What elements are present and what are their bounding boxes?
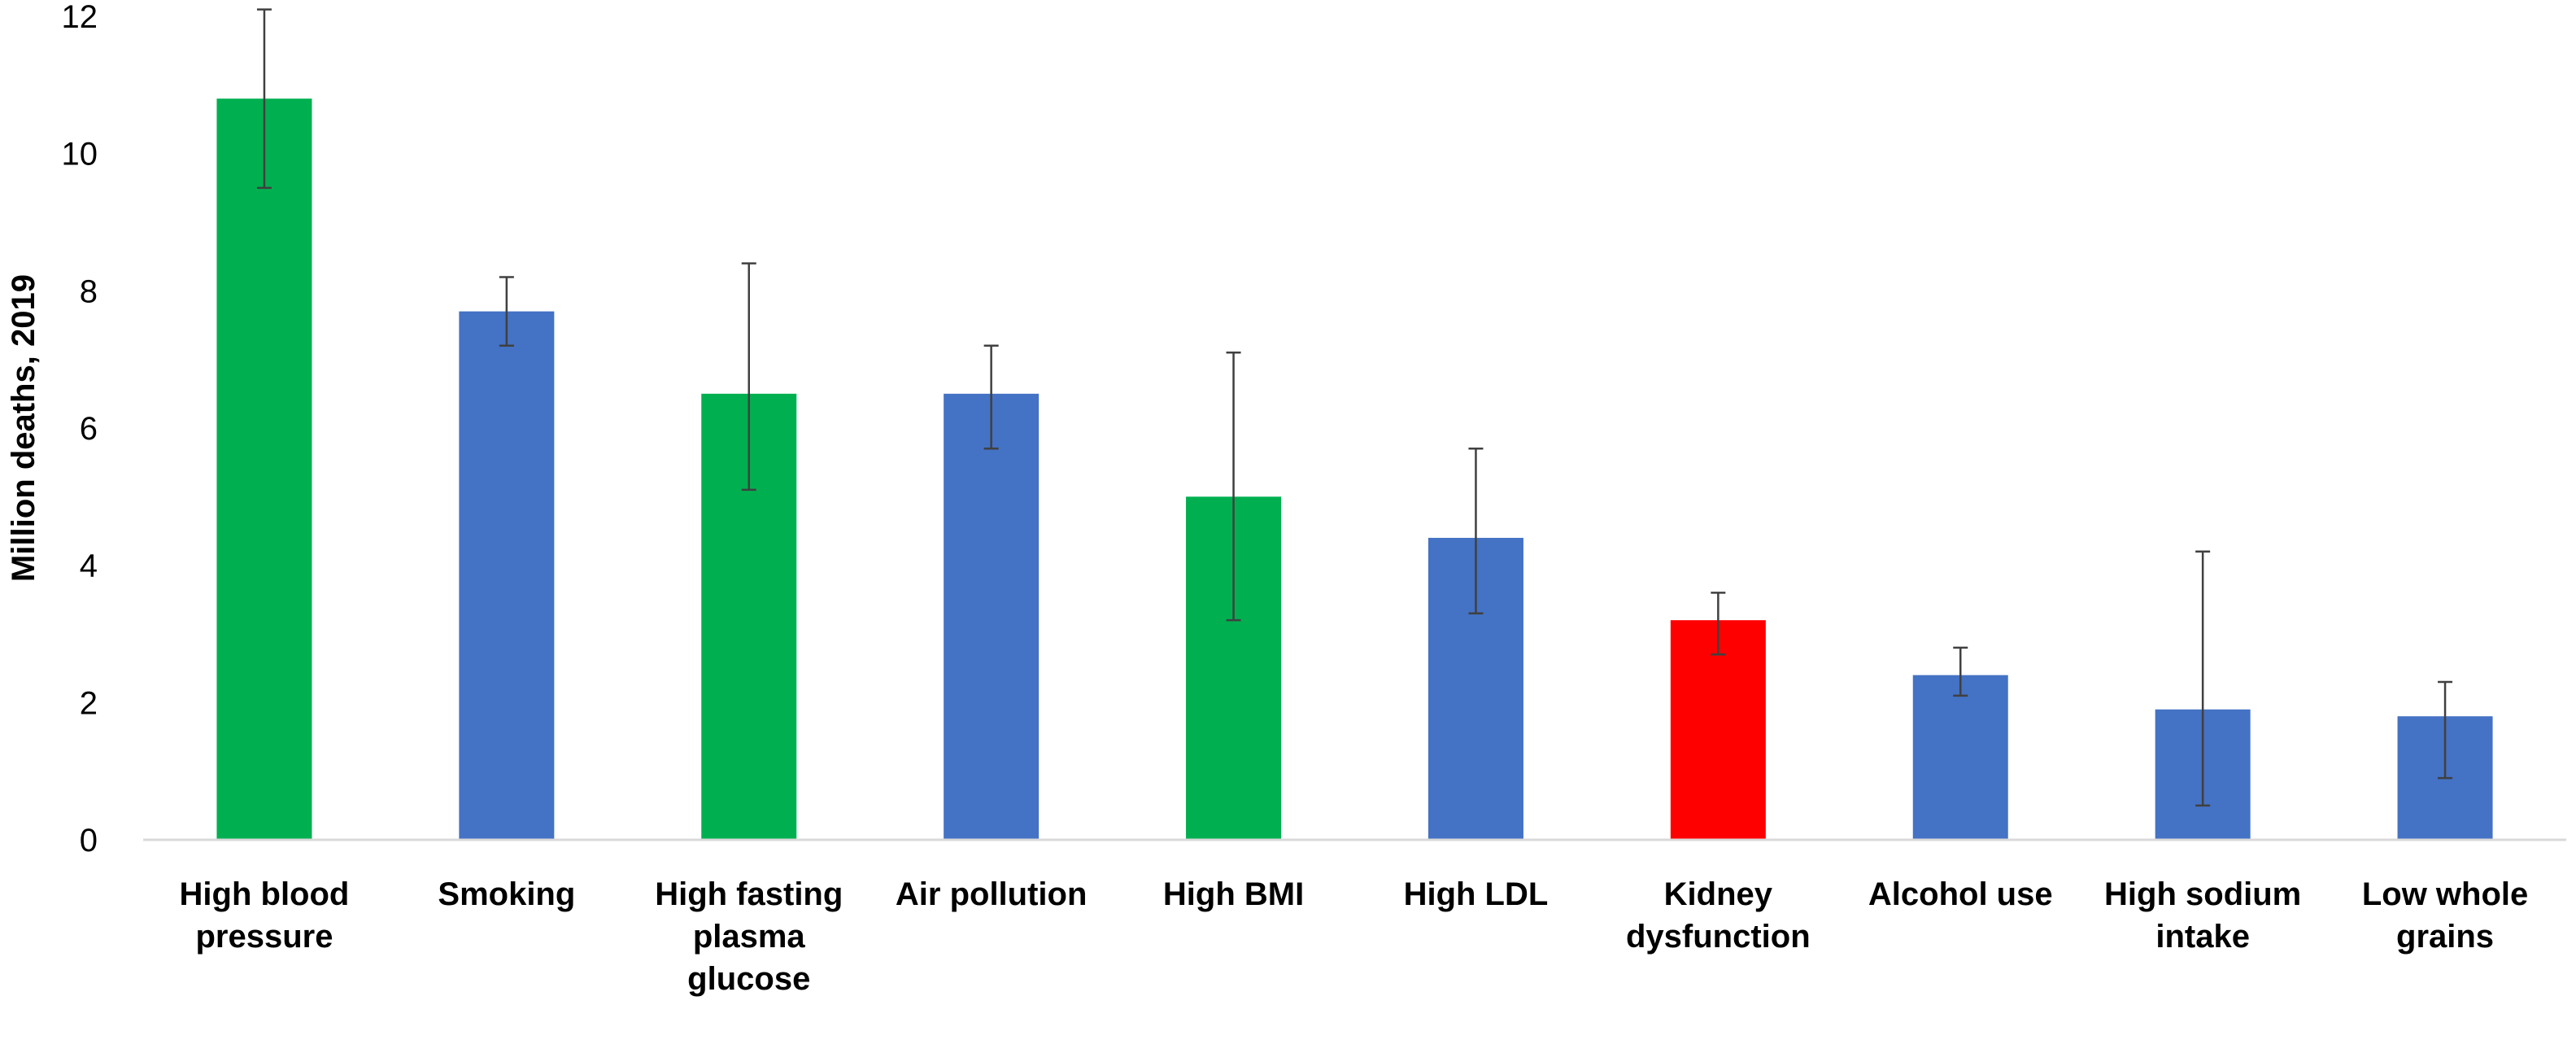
x-category-label-line: Alcohol use bbox=[1868, 876, 2053, 912]
y-tick-label: 10 bbox=[62, 137, 98, 173]
x-category-label-line: plasma bbox=[693, 919, 806, 955]
x-axis-category-labels: High blood pressure Smoking High fasting pla… bbox=[180, 876, 2529, 997]
bar bbox=[944, 393, 1040, 840]
x-category-label-line: Low whole bbox=[2362, 876, 2528, 912]
x-category-label: High LDL bbox=[1404, 876, 1549, 912]
y-tick-label: 2 bbox=[80, 685, 98, 721]
x-category-label-line: intake bbox=[2155, 919, 2250, 955]
y-tick-label: 6 bbox=[80, 411, 98, 447]
y-axis-ticks: 0 2 4 6 8 10 12 bbox=[62, 0, 98, 859]
x-category-label-line: High fasting bbox=[655, 876, 843, 912]
y-axis-label: Million deaths, 2019 bbox=[6, 274, 41, 582]
bar bbox=[459, 311, 555, 841]
bars bbox=[216, 98, 2493, 841]
bar bbox=[216, 98, 312, 840]
x-category-label: Air pollution bbox=[896, 876, 1087, 912]
y-tick-label: 8 bbox=[80, 273, 98, 309]
x-category-label-line: pressure bbox=[195, 919, 333, 955]
x-category-label-line: dysfunction bbox=[1626, 919, 1811, 955]
x-category-label: Smoking bbox=[438, 876, 575, 912]
x-category-label-line: High sodium bbox=[2104, 876, 2301, 912]
x-category-label: High blood pressure bbox=[180, 876, 350, 955]
x-category-label: High fasting plasma glucose bbox=[655, 876, 843, 997]
x-category-label: Kidney dysfunction bbox=[1626, 876, 1811, 955]
bar bbox=[1912, 675, 2008, 840]
x-category-label-line: High blood bbox=[180, 876, 350, 912]
x-category-label: High sodium intake bbox=[2104, 876, 2301, 955]
bar bbox=[1670, 620, 1766, 840]
x-category-label-line: glucose bbox=[687, 961, 810, 997]
y-tick-label: 0 bbox=[80, 823, 98, 859]
x-category-label-line: Kidney bbox=[1664, 876, 1773, 912]
x-category-label: Alcohol use bbox=[1868, 876, 2053, 912]
x-category-label: Low whole grains bbox=[2362, 876, 2528, 955]
y-tick-label: 12 bbox=[62, 0, 98, 35]
x-category-label-line: High LDL bbox=[1404, 876, 1549, 912]
error-bars bbox=[256, 8, 2453, 807]
x-category-label-line: Smoking bbox=[438, 876, 575, 912]
x-category-label-line: Air pollution bbox=[896, 876, 1087, 912]
x-category-label-line: grains bbox=[2396, 919, 2494, 955]
y-tick-label: 4 bbox=[80, 548, 98, 584]
x-category-label-line: High BMI bbox=[1163, 876, 1304, 912]
x-category-label: High BMI bbox=[1163, 876, 1304, 912]
